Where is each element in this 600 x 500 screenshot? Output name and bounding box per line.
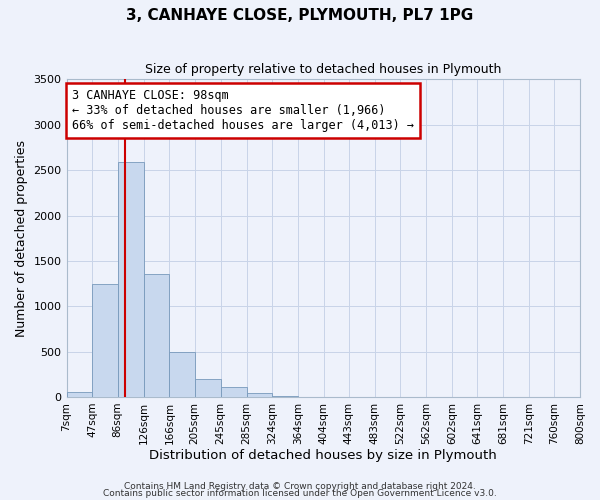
Title: Size of property relative to detached houses in Plymouth: Size of property relative to detached ho… <box>145 62 502 76</box>
Text: Contains public sector information licensed under the Open Government Licence v3: Contains public sector information licen… <box>103 489 497 498</box>
Text: 3 CANHAYE CLOSE: 98sqm
← 33% of detached houses are smaller (1,966)
66% of semi-: 3 CANHAYE CLOSE: 98sqm ← 33% of detached… <box>71 89 413 132</box>
Bar <box>169 352 195 397</box>
Text: Contains HM Land Registry data © Crown copyright and database right 2024.: Contains HM Land Registry data © Crown c… <box>124 482 476 491</box>
Bar <box>92 284 118 397</box>
Bar <box>247 393 272 397</box>
Bar <box>221 388 247 397</box>
X-axis label: Distribution of detached houses by size in Plymouth: Distribution of detached houses by size … <box>149 450 497 462</box>
Bar <box>143 274 169 397</box>
Bar <box>195 379 221 397</box>
Bar <box>67 392 92 397</box>
Bar <box>118 162 143 397</box>
Text: 3, CANHAYE CLOSE, PLYMOUTH, PL7 1PG: 3, CANHAYE CLOSE, PLYMOUTH, PL7 1PG <box>127 8 473 22</box>
Y-axis label: Number of detached properties: Number of detached properties <box>15 140 28 336</box>
Bar <box>272 396 298 397</box>
